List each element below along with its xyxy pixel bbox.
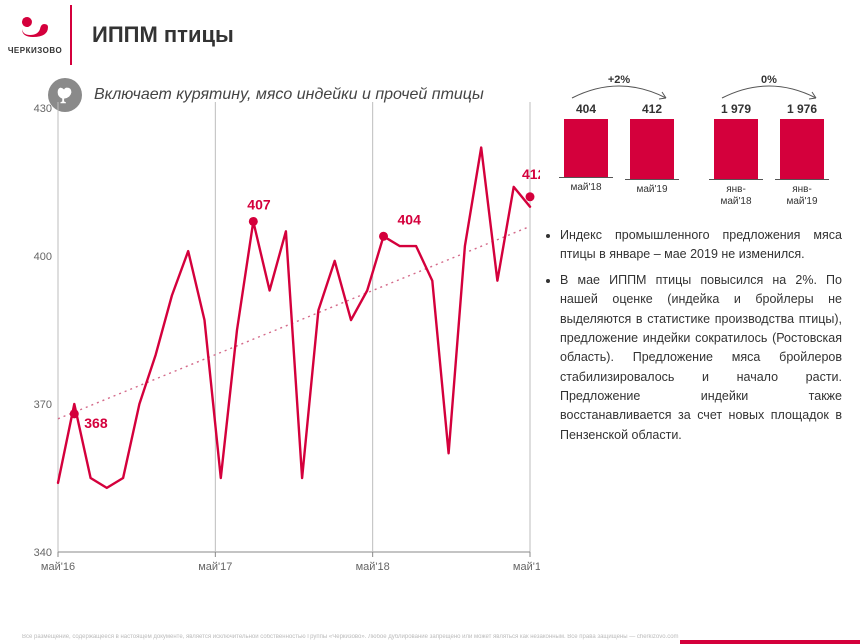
bar-rect [630, 119, 674, 179]
comparison-bars: +2%404май'18412май'190%1 979янв-май'181 … [546, 78, 842, 208]
bar-baseline [625, 179, 679, 180]
svg-text:май'17: май'17 [198, 561, 232, 573]
bar-rect [564, 119, 608, 177]
svg-text:368: 368 [84, 415, 108, 431]
bullet-item: Индекс промышленного предложения мяса пт… [560, 226, 842, 265]
svg-text:340: 340 [34, 547, 52, 559]
svg-text:404: 404 [398, 211, 422, 227]
footer-accent-bar [680, 640, 860, 644]
bar-rect [780, 119, 824, 179]
bar-label: янв-май'19 [786, 184, 817, 208]
bar-value: 412 [642, 102, 662, 116]
svg-text:400: 400 [34, 251, 52, 263]
bar-value: 1 976 [787, 102, 817, 116]
brand-name: ЧЕРКИЗОВО [8, 46, 62, 55]
bar-rect [714, 119, 758, 179]
svg-text:май'18: май'18 [356, 561, 390, 573]
svg-text:407: 407 [247, 196, 271, 212]
bullet-item: В мае ИППМ птицы повысился на 2%. По наш… [560, 271, 842, 445]
bar-baseline [775, 179, 829, 180]
bar-item: 412 май'19 [628, 102, 676, 208]
bar-item: 1 979 янв-май'18 [712, 102, 760, 208]
bar-value: 1 979 [721, 102, 751, 116]
bar-label: май'19 [636, 184, 667, 196]
bar-baseline [709, 179, 763, 180]
bar-item: 1 976 янв-май'19 [778, 102, 826, 208]
svg-text:май'16: май'16 [41, 561, 75, 573]
svg-text:май'19: май'19 [513, 561, 540, 573]
bar-label: май'18 [570, 182, 601, 194]
brand-logo: ЧЕРКИЗОВО [0, 0, 70, 70]
logo-icon [18, 15, 52, 44]
bullet-list: Индекс промышленного предложения мяса пт… [546, 226, 842, 445]
svg-text:370: 370 [34, 399, 52, 411]
line-chart-svg: 340 370 400 430 май'16 май'17 май'18 май'19 368 4… [20, 78, 540, 588]
header: ЧЕРКИЗОВО ИППМ птицы [0, 0, 860, 70]
content: 340 370 400 430 май'16 май'17 май'18 май'19 368 4… [0, 78, 860, 626]
bar-baseline [559, 177, 613, 178]
page-title: ИППМ птицы [72, 0, 234, 70]
bar-item: 404 май'18 [562, 102, 610, 208]
bar-value: 404 [576, 102, 596, 116]
svg-text:430: 430 [34, 103, 52, 115]
bar-label: янв-май'18 [720, 184, 751, 208]
svg-text:412: 412 [522, 166, 540, 182]
right-column: +2%404май'18412май'190%1 979янв-май'181 … [540, 78, 860, 626]
bar-group: +2%404май'18412май'19 [562, 78, 676, 208]
main-line-chart: 340 370 400 430 май'16 май'17 май'18 май'19 368 4… [0, 78, 540, 626]
bar-group: 0%1 979янв-май'181 976янв-май'19 [712, 78, 826, 208]
